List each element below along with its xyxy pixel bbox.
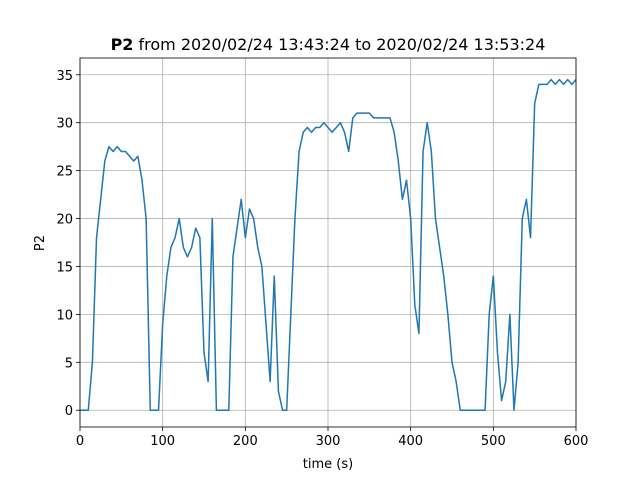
y-tick-label: 35 (56, 69, 73, 84)
data-line (80, 78, 577, 411)
x-tick-label: 500 (481, 434, 506, 449)
x-tick-label: 0 (76, 434, 84, 449)
y-tick-label: 20 (56, 213, 73, 228)
title-bold: P2 (111, 35, 134, 54)
ticks: 0 100 200 300 400 500 600 0 5 10 15 20 25 30 35 (56, 69, 588, 449)
y-axis-label: P2 (33, 235, 48, 251)
y-tick-label: 10 (56, 308, 73, 323)
x-tick-label: 600 (564, 434, 589, 449)
y-tick-label: 25 (56, 165, 73, 180)
x-tick-label: 200 (233, 434, 258, 449)
x-tick-label: 300 (316, 434, 341, 449)
y-tick-label: 0 (65, 404, 73, 419)
y-tick-label: 30 (56, 117, 73, 132)
y-tick-label: 15 (56, 260, 73, 275)
plot (80, 78, 577, 411)
title-rest: from 2020/02/24 13:43:24 to 2020/02/24 1… (139, 35, 546, 54)
x-tick-label: 400 (398, 434, 423, 449)
chart-title: P2 from 2020/02/24 13:43:24 to 2020/02/2… (111, 35, 546, 54)
x-tick-label: 100 (150, 434, 175, 449)
grid (79, 58, 577, 427)
x-axis-label: time (s) (303, 457, 353, 472)
y-tick-label: 5 (65, 356, 73, 371)
